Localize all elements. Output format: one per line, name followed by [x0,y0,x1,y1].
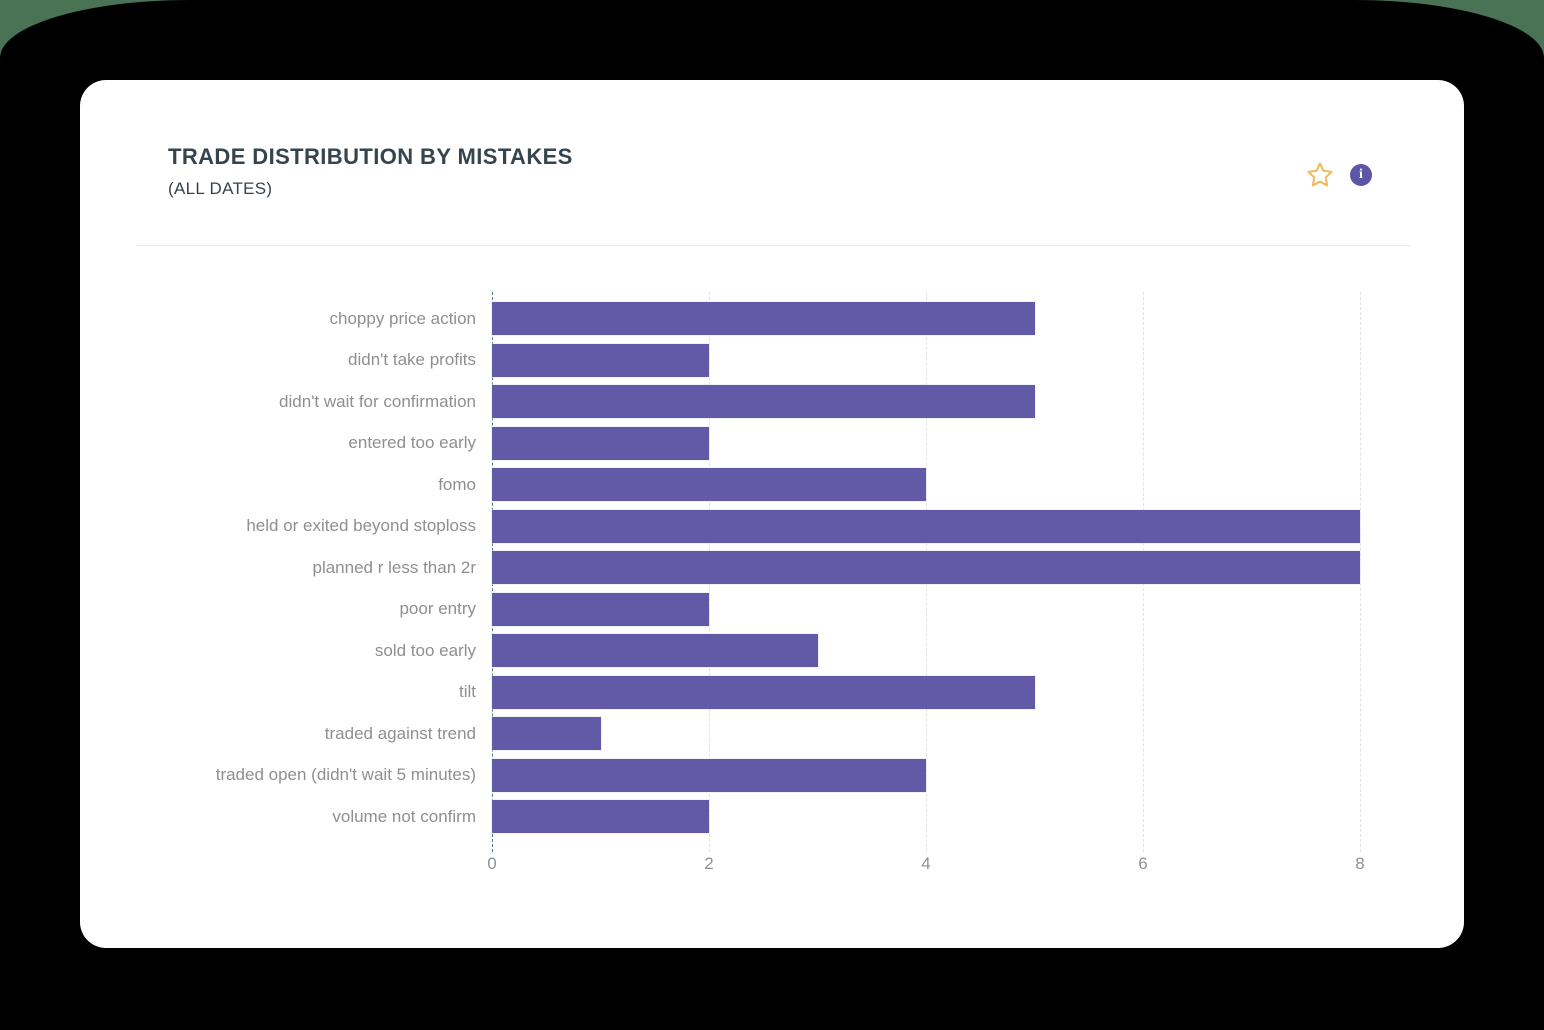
bar-row [492,796,1360,838]
card-header: TRADE DISTRIBUTION BY MISTAKES (ALL DATE… [80,80,1464,199]
title-block: TRADE DISTRIBUTION BY MISTAKES (ALL DATE… [168,144,573,199]
bar-row [492,506,1360,548]
bar-row [492,298,1360,340]
bar-planned-r-less-than-2r[interactable] [492,551,1360,585]
bar-row [492,423,1360,465]
category-label: sold too early [374,640,476,660]
bar-didn-t-wait-for-confirmation[interactable] [492,385,1035,419]
bar-row [492,713,1360,755]
bar-track-area [492,292,1361,852]
plot-area: choppy price action didn't take profits di… [136,292,1464,852]
category-label: poor entry [399,599,476,619]
x-tick-label: 0 [487,853,497,873]
bar-fomo[interactable] [492,468,926,502]
category-label: choppy price action [329,308,476,328]
bar-chart: choppy price action didn't take profits di… [136,292,1464,882]
category-label: held or exited beyond stoploss [246,516,476,536]
header-divider [136,245,1410,246]
x-tick-label: 6 [1138,853,1148,873]
bar-sold-too-early[interactable] [492,634,818,668]
bar-row [492,630,1360,672]
bar-volume-not-confirm[interactable] [492,800,709,834]
bar-tilt[interactable] [492,675,1035,709]
bar-row [492,340,1360,382]
bar-choppy-price-action[interactable] [492,302,1035,336]
x-tick-label: 8 [1355,853,1365,873]
category-axis: choppy price action didn't take profits di… [136,298,492,838]
bar-row [492,464,1360,506]
star-icon[interactable] [1305,160,1335,190]
page-subtitle: (ALL DATES) [168,179,273,198]
info-icon[interactable]: i [1350,164,1372,186]
header-actions: i [1305,160,1372,190]
bar-row [492,547,1360,589]
bar-row [492,381,1360,423]
category-label: didn't wait for confirmation [279,391,476,411]
bar-didn-t-take-profits[interactable] [492,343,709,377]
category-label: volume not confirm [332,806,476,826]
bar-row [492,755,1360,797]
bar-poor-entry[interactable] [492,592,709,626]
category-label: planned r less than 2r [312,557,477,577]
bar-entered-too-early[interactable] [492,426,709,460]
category-label: fomo [438,474,476,494]
x-tick-label: 4 [921,853,931,873]
category-label: didn't take profits [348,350,476,370]
category-label: traded open (didn't wait 5 minutes) [215,765,476,785]
x-tick-label: 2 [704,853,714,873]
bar-row [492,589,1360,631]
chart-card: TRADE DISTRIBUTION BY MISTAKES (ALL DATE… [80,80,1464,948]
bar-held-or-exited-beyond-stoploss[interactable] [492,509,1360,543]
category-label: entered too early [348,433,476,453]
category-label: traded against trend [324,723,476,743]
bar-traded-open-didn-t-wait-5-minutes[interactable] [492,758,926,792]
value-axis: 0 2 4 6 8 [487,838,1364,882]
bar-row [492,672,1360,714]
page-title: TRADE DISTRIBUTION BY MISTAKES [168,144,573,169]
category-label: tilt [459,682,476,702]
bar-traded-against-trend[interactable] [492,717,601,751]
grid-line [1360,292,1361,852]
